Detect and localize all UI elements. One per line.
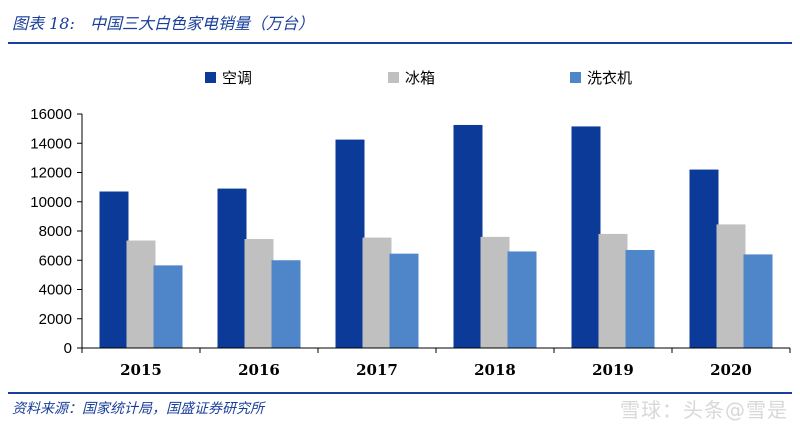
bar-2016-冰箱	[244, 239, 274, 348]
legend: 空调 冰箱 洗衣机	[205, 69, 632, 87]
legend-swatch	[570, 72, 581, 83]
legend-swatch	[388, 72, 399, 83]
legend-label: 空调	[222, 69, 252, 87]
bar-2016-空调	[217, 188, 247, 348]
bar-2015-洗衣机	[153, 265, 183, 348]
bar-2020-冰箱	[716, 224, 746, 348]
bar-2017-空调	[335, 139, 365, 348]
figure-label: 图表 18:	[12, 14, 75, 33]
x-tick-label: 2018	[474, 361, 516, 379]
legend-label: 洗衣机	[587, 69, 632, 87]
bar-2017-冰箱	[362, 237, 392, 348]
legend-swatch	[205, 72, 216, 83]
bar-2019-洗衣机	[625, 250, 655, 348]
bar-2018-空调	[453, 124, 483, 348]
y-tick-label: 8000	[39, 223, 72, 240]
y-tick-label: 0	[64, 340, 72, 357]
bar-2019-冰箱	[598, 233, 628, 348]
figure-header: 图表 18: 中国三大白色家电销量（万台）	[12, 10, 314, 38]
bar-2020-洗衣机	[743, 254, 773, 348]
watermark-text: 雪球：头条@雪是	[620, 398, 788, 422]
y-axis: 0 2000 4000 6000 8000 10000 12000 14000 16000	[30, 106, 83, 357]
bar-2015-冰箱	[126, 240, 156, 348]
y-tick-label: 16000	[30, 106, 72, 123]
bar-2019-空调	[571, 126, 601, 349]
x-axis: 2015 2016 2017 2018 2019 2020	[81, 347, 791, 379]
bar-2018-冰箱	[480, 236, 510, 348]
header-rule	[8, 42, 792, 44]
y-tick-label: 14000	[30, 135, 72, 152]
y-tick-label: 6000	[39, 252, 72, 269]
bar-2018-洗衣机	[507, 251, 537, 348]
y-tick-label: 10000	[30, 194, 72, 211]
bars	[99, 124, 773, 349]
x-tick-label: 2016	[238, 361, 280, 379]
footer-rule	[8, 392, 792, 394]
bar-2017-洗衣机	[389, 253, 419, 348]
y-tick-label: 2000	[39, 311, 72, 328]
bar-2016-洗衣机	[271, 260, 301, 348]
bar-2015-空调	[99, 191, 129, 348]
y-tick-label: 4000	[39, 282, 72, 299]
x-tick-label: 2017	[356, 361, 398, 379]
y-tick-label: 12000	[30, 165, 72, 182]
legend-label: 冰箱	[405, 69, 435, 87]
x-tick-label: 2020	[710, 361, 752, 379]
bar-2020-空调	[689, 169, 719, 348]
figure-title: 中国三大白色家电销量（万台）	[89, 14, 314, 33]
x-tick-label: 2015	[120, 361, 162, 379]
source-note: 资料来源：国家统计局，国盛证券研究所	[12, 401, 264, 417]
x-tick-label: 2019	[592, 361, 634, 379]
